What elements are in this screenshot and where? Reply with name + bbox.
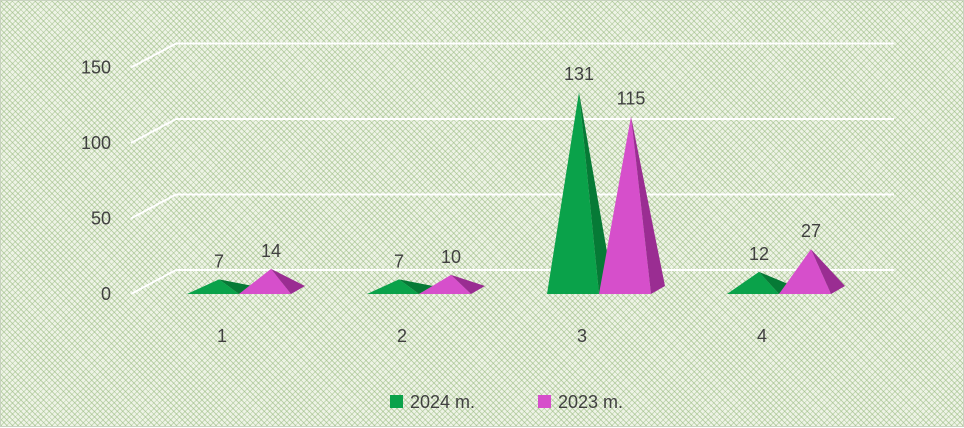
pyramid-bar-side <box>631 116 665 294</box>
legend-label: 2024 m. <box>410 392 475 412</box>
pyramid-bar-front <box>727 271 779 294</box>
x-category-label: 3 <box>577 326 587 346</box>
data-label: 10 <box>441 247 461 267</box>
x-category-label: 4 <box>757 326 767 346</box>
legend-swatch <box>390 395 403 408</box>
pyramid-bar-side <box>451 274 485 294</box>
y-tick-label: 100 <box>81 133 111 153</box>
pyramid-bar-front <box>367 279 419 294</box>
y-tick-label: 50 <box>91 209 111 229</box>
pyramid-bar-side <box>811 249 845 294</box>
data-label: 115 <box>617 88 646 108</box>
data-label: 14 <box>261 241 281 261</box>
data-label: 7 <box>214 251 224 271</box>
pyramid-bar-side <box>399 279 433 294</box>
data-label: 27 <box>801 221 821 241</box>
x-category-label: 2 <box>397 326 407 346</box>
gridline <box>130 118 894 144</box>
pyramid-bar-side <box>271 268 305 294</box>
x-category-label: 1 <box>217 326 227 346</box>
gridline <box>130 193 894 220</box>
legend-label: 2023 m. <box>558 392 623 412</box>
data-label: 131 <box>564 64 594 84</box>
legend-swatch <box>538 395 551 408</box>
pyramid-bar-front <box>547 92 599 294</box>
gridline <box>130 42 894 69</box>
data-label: 12 <box>749 244 769 264</box>
y-tick-label: 0 <box>101 284 111 304</box>
pyramid-bar-front <box>599 116 651 294</box>
pyramid-bar-side <box>579 92 613 294</box>
pyramid-bar-front <box>187 279 239 294</box>
y-tick-label: 150 <box>81 58 111 78</box>
pyramid-bar-front <box>239 268 291 294</box>
pyramid-bar-front <box>419 274 471 294</box>
data-label: 7 <box>394 251 404 271</box>
pyramid-bar-front <box>779 249 831 294</box>
